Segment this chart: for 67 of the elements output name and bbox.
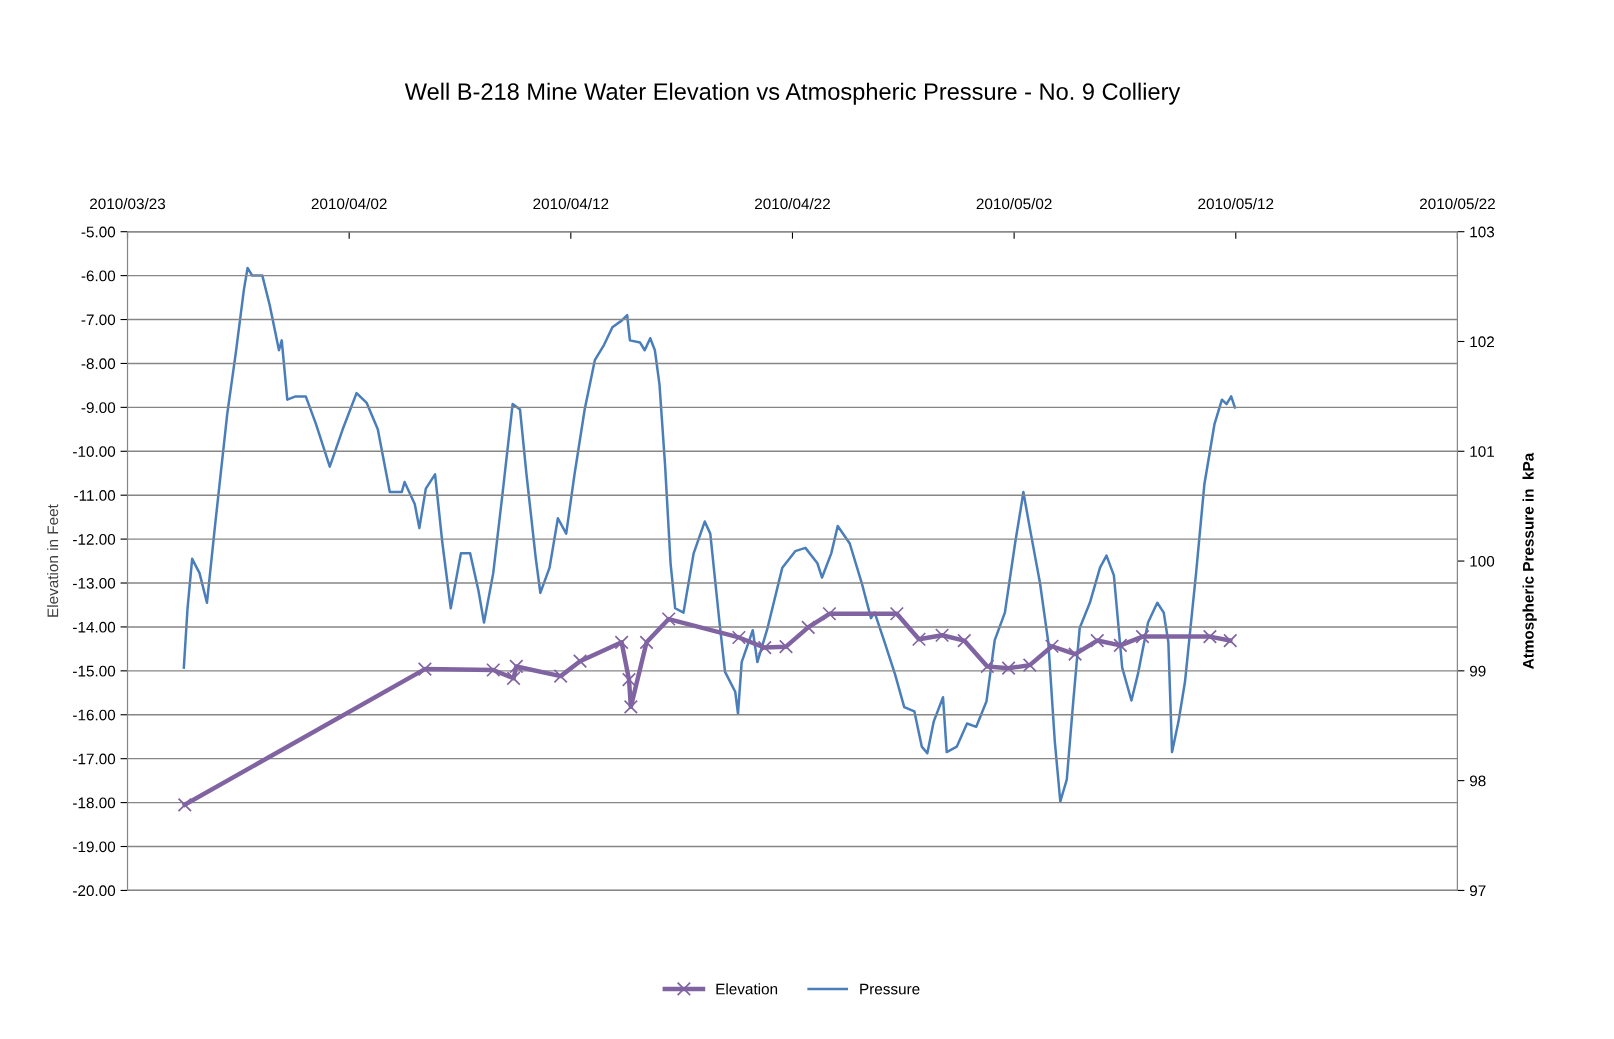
point <box>1202 629 1218 644</box>
point <box>509 659 524 674</box>
y2-tick-label: 101 <box>1470 446 1494 457</box>
point <box>506 671 521 686</box>
y-tick-label: -19.00 <box>73 841 116 853</box>
point <box>623 699 638 714</box>
x-tick-label: 2010/05/12 <box>1198 198 1274 210</box>
y-tick-label: -16.00 <box>73 709 116 721</box>
point <box>614 635 629 650</box>
y-tick-label: -20.00 <box>73 885 116 897</box>
point <box>1223 633 1238 648</box>
y-tick-label: -18.00 <box>73 797 116 809</box>
x-tick-label: 2010/04/12 <box>533 198 609 210</box>
line-series <box>182 266 1237 803</box>
y-tick-label: -17.00 <box>73 753 116 765</box>
y-tick-label: -13.00 <box>73 577 116 589</box>
y2-tick-label: 97 <box>1469 885 1486 897</box>
point <box>801 620 816 635</box>
point <box>1113 638 1128 653</box>
y2-tick-label: 100 <box>1470 555 1495 567</box>
point <box>639 635 654 650</box>
point <box>957 633 972 648</box>
y2-tick-label: 98 <box>1469 775 1486 787</box>
y-tick-label: -11.00 <box>74 490 116 501</box>
x-tick-label: 2010/05/22 <box>1419 198 1495 210</box>
point <box>889 606 904 621</box>
point <box>935 628 950 643</box>
y2-tick-label: 102 <box>1470 336 1494 348</box>
chart-title: Well B-218 Mine Water Elevation vs Atmospheric Pressure - No. 9 Colliery <box>404 82 1181 105</box>
point <box>1135 629 1150 644</box>
point <box>177 797 192 812</box>
point <box>1001 661 1016 676</box>
y-tick-label: -5.00 <box>81 226 116 238</box>
x-tick-label: 2010/03/23 <box>90 198 166 210</box>
y-tick-label: -15.00 <box>73 665 116 677</box>
point <box>1022 658 1037 673</box>
point <box>417 662 432 677</box>
x-tick-label: 2010/04/22 <box>755 198 830 210</box>
point <box>822 606 837 621</box>
point <box>661 611 676 627</box>
point <box>1044 639 1060 654</box>
x-tick-label: 2010/05/02 <box>976 198 1052 210</box>
point <box>621 672 637 687</box>
y-tick-label: -12.00 <box>73 533 116 545</box>
y-tick-label: -7.00 <box>81 314 116 326</box>
y-tick-label: -14.00 <box>73 621 116 633</box>
point <box>980 659 995 674</box>
legend-label: Elevation <box>716 983 778 995</box>
legend-label: Pressure <box>860 983 920 995</box>
point <box>1067 647 1083 662</box>
y2-tick-label: 103 <box>1470 226 1495 238</box>
point <box>778 639 794 654</box>
y-axis-title: Elevation in Feet <box>47 504 59 617</box>
y2-axis-title: Atmospheric Pressure in kPa <box>1522 452 1537 669</box>
y-tick-label: -6.00 <box>81 270 116 282</box>
point <box>911 632 927 647</box>
y2-tick-label: 99 <box>1469 665 1486 677</box>
point <box>757 640 772 655</box>
point <box>731 630 746 645</box>
point <box>572 654 588 669</box>
point <box>553 669 568 684</box>
point <box>1090 633 1105 648</box>
y-tick-label: -9.00 <box>81 402 116 414</box>
y-tick-label: -10.00 <box>73 446 116 457</box>
x-tick-label: 2010/04/02 <box>311 198 387 210</box>
y-tick-label: -8.00 <box>81 358 116 370</box>
point <box>486 662 501 678</box>
